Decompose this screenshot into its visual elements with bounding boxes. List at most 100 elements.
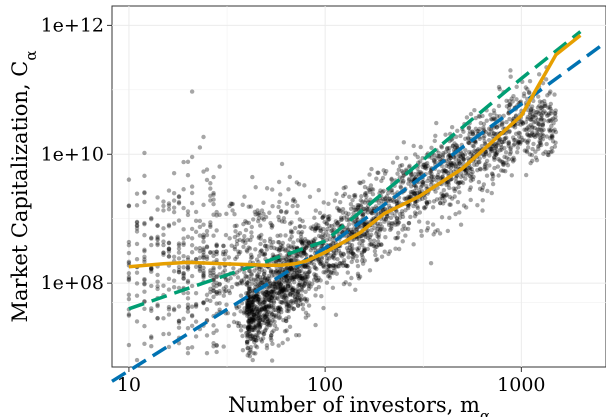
data-point <box>134 241 140 247</box>
data-point <box>251 314 256 319</box>
data-point <box>304 297 310 302</box>
data-point <box>247 318 253 323</box>
data-point <box>126 296 132 302</box>
data-point <box>254 312 259 317</box>
data-point <box>248 349 253 354</box>
data-point <box>528 122 533 128</box>
data-point <box>388 198 393 204</box>
data-point <box>126 342 132 348</box>
data-point <box>280 267 286 273</box>
data-point <box>440 201 446 206</box>
data-point <box>523 85 529 90</box>
data-point <box>360 212 366 217</box>
data-point <box>263 327 268 333</box>
data-point <box>530 146 535 152</box>
data-point <box>134 191 140 196</box>
data-point <box>266 290 271 296</box>
data-point <box>249 308 254 313</box>
data-point <box>284 273 290 279</box>
data-point <box>431 177 436 182</box>
data-point <box>248 325 253 330</box>
data-point <box>277 291 282 296</box>
data-point <box>377 228 383 233</box>
data-point <box>431 157 437 163</box>
data-point <box>250 296 256 302</box>
data-point <box>149 236 154 241</box>
data-point <box>247 337 253 342</box>
data-point <box>411 191 417 196</box>
data-point <box>385 214 390 219</box>
data-point <box>300 238 305 244</box>
data-point <box>528 117 533 122</box>
data-point <box>244 304 250 310</box>
data-point <box>285 254 290 259</box>
data-point <box>300 264 305 270</box>
data-point <box>259 278 265 283</box>
data-point <box>264 312 270 318</box>
data-point <box>333 262 339 267</box>
data-point <box>326 201 331 206</box>
data-point <box>434 178 439 183</box>
data-point <box>446 157 452 162</box>
data-point <box>512 141 517 147</box>
data-point <box>293 256 298 261</box>
data-point <box>284 209 289 214</box>
data-point <box>393 246 398 251</box>
data-point <box>299 297 304 302</box>
data-point <box>181 271 186 277</box>
data-point <box>285 337 290 342</box>
data-point <box>327 264 332 269</box>
data-point <box>267 236 273 242</box>
data-point <box>537 103 542 109</box>
data-point <box>269 333 274 338</box>
data-point <box>204 292 210 298</box>
data-point <box>463 147 468 153</box>
data-point <box>540 104 545 109</box>
data-point <box>504 98 509 104</box>
data-point <box>278 209 284 214</box>
data-point <box>288 291 294 296</box>
data-point <box>292 291 297 296</box>
data-point <box>276 240 282 245</box>
data-point <box>265 289 270 295</box>
data-point <box>267 318 272 323</box>
data-point <box>266 273 271 279</box>
data-point <box>538 105 544 110</box>
data-point <box>482 152 487 158</box>
data-point <box>295 286 300 292</box>
data-point <box>250 299 256 305</box>
data-point <box>547 129 553 134</box>
data-point <box>155 241 160 246</box>
data-point <box>181 240 186 246</box>
data-point <box>288 285 293 291</box>
data-point <box>354 226 360 232</box>
data-point <box>269 330 275 335</box>
data-point <box>247 303 252 309</box>
data-point <box>249 315 255 320</box>
data-point <box>422 195 428 201</box>
data-point <box>356 203 362 208</box>
data-point <box>232 312 237 317</box>
data-point <box>547 118 552 123</box>
data-point <box>295 238 301 243</box>
data-point <box>536 111 542 116</box>
data-point <box>276 204 281 210</box>
data-point <box>277 283 282 289</box>
data-point <box>424 200 430 205</box>
data-point <box>553 129 559 135</box>
data-point <box>134 220 140 225</box>
data-point <box>142 199 147 205</box>
data-point <box>519 119 524 125</box>
data-point <box>549 135 555 140</box>
data-point <box>523 120 529 125</box>
data-point <box>230 201 235 207</box>
data-point <box>289 305 294 310</box>
data-point <box>294 275 299 280</box>
data-point <box>277 282 282 287</box>
data-point <box>444 169 449 174</box>
data-point <box>166 247 172 252</box>
data-point <box>245 353 250 358</box>
data-point <box>256 308 261 314</box>
data-point <box>273 314 279 319</box>
data-point <box>489 148 495 153</box>
